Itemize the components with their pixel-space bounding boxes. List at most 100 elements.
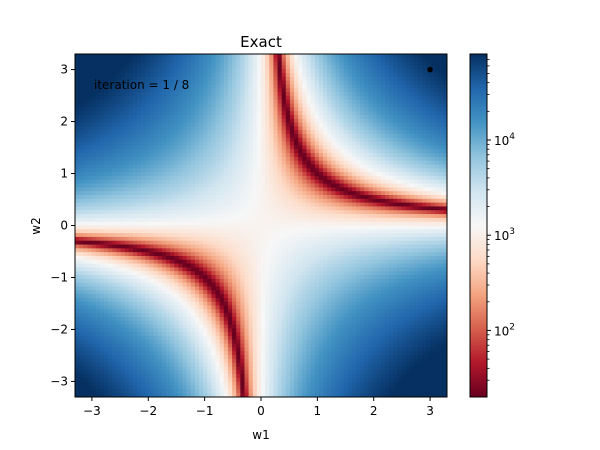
heatmap-cell [310, 80, 316, 86]
heatmap-cell [99, 179, 105, 185]
heatmap-cell [351, 172, 357, 177]
heatmap-cell [368, 76, 374, 82]
heatmap-cell [174, 229, 179, 234]
heatmap-cell [203, 206, 208, 211]
heatmap-cell [124, 160, 130, 166]
heatmap-cell [364, 118, 370, 124]
heatmap-cell [376, 153, 382, 158]
heatmap-cell [368, 168, 374, 173]
heatmap-cell [256, 255, 262, 261]
heatmap-cell [347, 259, 353, 265]
heatmap-cell [227, 57, 233, 63]
heatmap-cell [285, 172, 291, 177]
heatmap-cell [87, 118, 93, 124]
heatmap-cell [161, 255, 167, 261]
heatmap-cell [413, 240, 419, 246]
heatmap-cell [207, 214, 212, 219]
heatmap-cell [116, 92, 122, 97]
heatmap-cell [149, 236, 155, 242]
heatmap-cell [232, 191, 237, 196]
heatmap-cell [331, 240, 336, 246]
heatmap-cell [442, 191, 447, 196]
heatmap-cell [277, 134, 283, 139]
heatmap-cell [95, 95, 101, 101]
heatmap-cell [149, 84, 155, 89]
heatmap-cell [323, 160, 328, 166]
heatmap-cell [215, 187, 221, 192]
heatmap-cell [132, 126, 138, 131]
heatmap-cell [372, 248, 378, 253]
heatmap-cell [87, 88, 93, 93]
heatmap-cell [153, 111, 159, 116]
heatmap-cell [347, 236, 353, 242]
heatmap-cell [95, 252, 101, 257]
heatmap-cell [132, 57, 138, 63]
heatmap-cell [422, 126, 427, 131]
heatmap-cell [327, 248, 332, 253]
heatmap-cell [298, 187, 303, 192]
heatmap-cell [240, 134, 246, 139]
heatmap-cell [351, 65, 357, 70]
heatmap-cell [99, 217, 105, 223]
heatmap-cell [405, 206, 411, 211]
heatmap-cell [236, 141, 241, 147]
heatmap-cell [389, 187, 394, 192]
heatmap-cell [261, 225, 266, 230]
heatmap-cell [405, 168, 411, 173]
heatmap-cell [244, 69, 250, 74]
heatmap-cell [219, 202, 225, 208]
heatmap-cell [199, 137, 204, 143]
heatmap-cell [203, 122, 208, 128]
heatmap-cell [207, 225, 212, 230]
heatmap-cell [252, 164, 258, 169]
heatmap-cell [401, 179, 407, 185]
heatmap-cell [87, 229, 93, 234]
heatmap-cell [244, 263, 250, 269]
heatmap-cell [298, 145, 303, 150]
heatmap-cell [145, 164, 150, 169]
heatmap-cell [236, 99, 241, 105]
heatmap-cell [438, 80, 444, 86]
heatmap-cell [372, 187, 378, 192]
heatmap-cell [310, 149, 316, 154]
heatmap-cell [149, 175, 155, 181]
heatmap-cell [413, 214, 419, 219]
heatmap-cell [413, 156, 419, 162]
heatmap-cell [364, 73, 370, 78]
heatmap-cell [413, 107, 419, 112]
heatmap-cell [87, 187, 93, 192]
heatmap-cell [389, 111, 394, 116]
heatmap-cell [380, 164, 386, 169]
heatmap-cell [190, 233, 196, 238]
heatmap-cell [99, 76, 105, 82]
heatmap-cell [219, 111, 225, 116]
heatmap-cell [368, 141, 374, 147]
heatmap-cell [339, 107, 345, 112]
heatmap-cell [157, 248, 163, 253]
heatmap-cell [314, 61, 320, 67]
heatmap-cell [203, 54, 208, 59]
heatmap-cell [409, 236, 415, 242]
heatmap-cell [327, 145, 332, 150]
heatmap-cell [83, 252, 88, 257]
heatmap-cell [335, 252, 341, 257]
heatmap-cell [418, 107, 423, 112]
heatmap-cell [232, 183, 237, 188]
heatmap-cell [409, 114, 415, 120]
heatmap-cell [430, 107, 436, 112]
heatmap-cell [323, 114, 328, 120]
heatmap-cell [194, 95, 200, 101]
heatmap-cell [91, 210, 97, 215]
heatmap-cell [409, 229, 415, 234]
heatmap-cell [87, 114, 93, 120]
heatmap-cell [318, 240, 324, 246]
heatmap-cell [335, 195, 341, 200]
heatmap-cell [178, 198, 184, 204]
heatmap-cell [108, 141, 113, 147]
heatmap-cell [116, 141, 122, 147]
heatmap-cell [145, 134, 150, 139]
heatmap-cell [252, 259, 258, 265]
heatmap-cell [389, 248, 394, 253]
heatmap-cell [240, 210, 246, 215]
heatmap-cell [182, 84, 188, 89]
